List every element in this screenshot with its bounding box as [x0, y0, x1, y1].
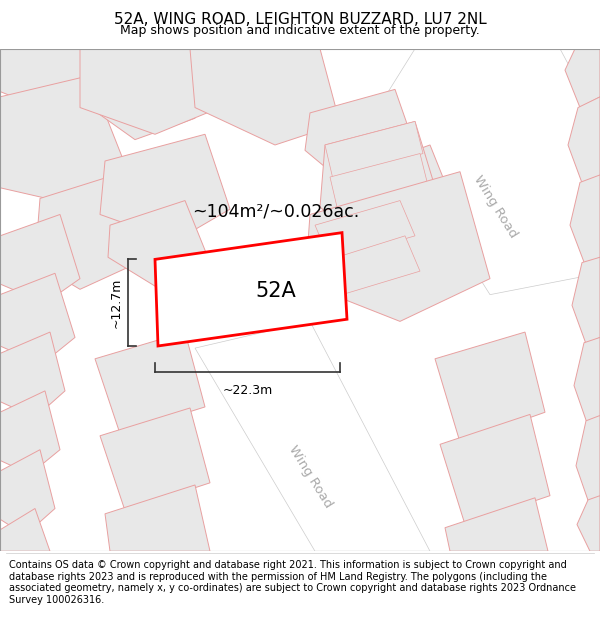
Text: ~12.7m: ~12.7m: [110, 278, 123, 328]
Polygon shape: [570, 175, 600, 265]
Polygon shape: [80, 49, 220, 134]
Polygon shape: [330, 154, 428, 211]
Polygon shape: [335, 186, 433, 243]
Polygon shape: [325, 121, 423, 179]
Polygon shape: [100, 408, 210, 511]
Polygon shape: [577, 496, 600, 551]
Polygon shape: [0, 449, 55, 535]
Polygon shape: [0, 273, 75, 364]
Polygon shape: [108, 201, 210, 286]
Polygon shape: [0, 49, 95, 108]
Polygon shape: [315, 201, 415, 261]
Polygon shape: [305, 172, 490, 321]
Polygon shape: [35, 172, 150, 289]
Polygon shape: [305, 89, 420, 188]
Polygon shape: [100, 134, 230, 241]
Polygon shape: [95, 332, 205, 434]
Polygon shape: [190, 49, 340, 145]
Polygon shape: [440, 414, 550, 524]
Polygon shape: [572, 258, 600, 344]
Polygon shape: [0, 76, 130, 204]
Polygon shape: [568, 97, 600, 186]
Polygon shape: [105, 485, 210, 551]
Polygon shape: [320, 236, 420, 297]
Text: ~104m²/~0.026ac.: ~104m²/~0.026ac.: [192, 202, 359, 220]
Text: Wing Road: Wing Road: [470, 173, 520, 241]
Text: ~22.3m: ~22.3m: [223, 384, 272, 398]
Polygon shape: [574, 338, 600, 423]
Polygon shape: [195, 321, 430, 551]
Polygon shape: [0, 391, 60, 474]
Polygon shape: [350, 145, 460, 250]
Text: 52A: 52A: [255, 281, 296, 301]
Polygon shape: [375, 49, 600, 294]
Text: Wing Road: Wing Road: [286, 442, 334, 510]
Polygon shape: [576, 416, 600, 503]
Polygon shape: [0, 214, 80, 303]
Text: 52A, WING ROAD, LEIGHTON BUZZARD, LU7 2NL: 52A, WING ROAD, LEIGHTON BUZZARD, LU7 2N…: [113, 12, 487, 27]
Text: Contains OS data © Crown copyright and database right 2021. This information is : Contains OS data © Crown copyright and d…: [9, 560, 576, 605]
Polygon shape: [90, 54, 195, 139]
Polygon shape: [155, 232, 347, 346]
Polygon shape: [445, 498, 548, 551]
Polygon shape: [435, 332, 545, 442]
Polygon shape: [565, 49, 600, 108]
Polygon shape: [0, 332, 65, 418]
Polygon shape: [0, 509, 50, 551]
Polygon shape: [320, 121, 445, 246]
Text: Map shows position and indicative extent of the property.: Map shows position and indicative extent…: [120, 24, 480, 36]
